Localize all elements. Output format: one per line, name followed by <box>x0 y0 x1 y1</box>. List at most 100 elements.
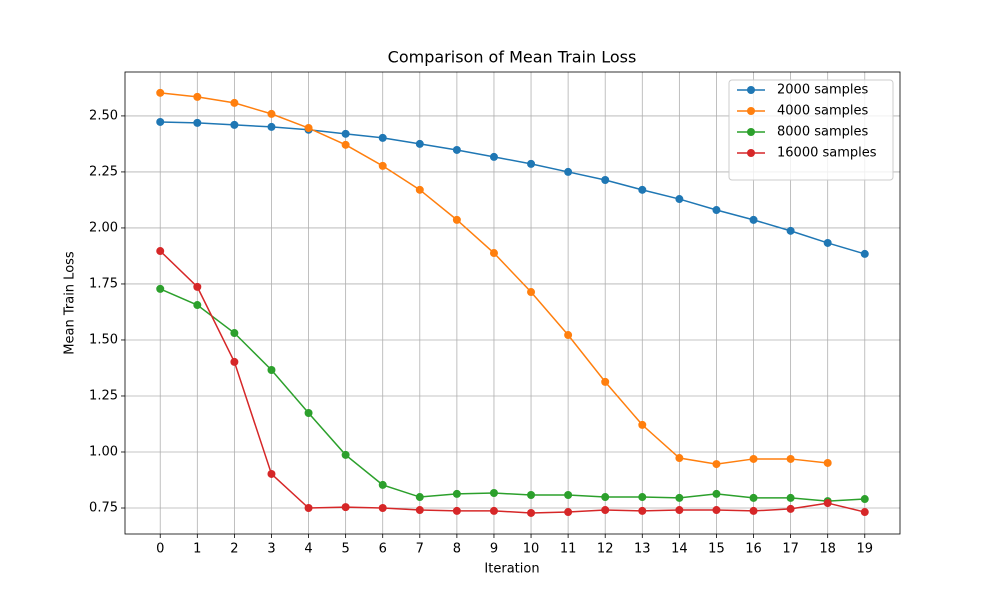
point <box>712 489 721 498</box>
point <box>675 454 684 463</box>
y-tick-label: 2.50 <box>89 108 118 123</box>
y-axis-label: Mean Train Loss <box>63 251 78 355</box>
point <box>341 450 350 459</box>
point <box>230 357 239 366</box>
legend-marker <box>747 86 755 94</box>
chart-title: Comparison of Mean Train Loss <box>388 48 637 67</box>
point <box>823 458 832 467</box>
y-tick-label: 1.00 <box>89 444 118 459</box>
grid <box>125 72 900 534</box>
point <box>341 129 350 138</box>
point <box>156 88 165 97</box>
point <box>638 420 647 429</box>
point <box>304 124 313 133</box>
point <box>527 159 536 168</box>
point <box>749 493 758 502</box>
legend-label: 8000 samples <box>777 125 868 140</box>
x-tick-label: 0 <box>156 542 164 557</box>
point <box>527 491 536 500</box>
x-tick-label: 6 <box>379 542 387 557</box>
point <box>267 122 276 131</box>
point <box>193 282 202 291</box>
plot-frame <box>124 71 901 535</box>
point <box>489 152 498 161</box>
legend-label: 2000 samples <box>777 83 868 98</box>
point <box>378 480 387 489</box>
legend: 2000 samples 4000 samples 8000 samples 1600… <box>728 79 894 181</box>
x-tick-label: 11 <box>560 542 577 557</box>
point <box>786 226 795 235</box>
point <box>304 504 313 513</box>
x-tick-label: 7 <box>416 542 424 557</box>
point <box>601 493 610 502</box>
point <box>564 167 573 176</box>
point <box>489 249 498 258</box>
point <box>230 120 239 129</box>
point <box>675 506 684 515</box>
y-tick-label: 1.25 <box>89 388 118 403</box>
point <box>193 92 202 101</box>
x-tick-label: 4 <box>304 542 312 557</box>
point <box>638 185 647 194</box>
x-tick-label: 3 <box>267 542 275 557</box>
x-tick-label: 19 <box>856 542 873 557</box>
point <box>156 117 165 126</box>
point <box>230 329 239 338</box>
x-tick-label: 15 <box>708 542 725 557</box>
point <box>601 175 610 184</box>
point <box>601 377 610 386</box>
point <box>452 489 461 498</box>
point <box>193 118 202 127</box>
point <box>749 454 758 463</box>
point <box>712 460 721 469</box>
point <box>786 454 795 463</box>
legend-box <box>728 79 894 181</box>
x-tick-label: 1 <box>193 542 201 557</box>
series-line <box>159 250 865 514</box>
point <box>786 493 795 502</box>
point <box>452 145 461 154</box>
point <box>749 506 758 515</box>
point <box>638 493 647 502</box>
point <box>378 161 387 170</box>
point <box>860 495 869 504</box>
point <box>156 247 165 256</box>
point <box>415 185 424 194</box>
x-tick-label: 17 <box>782 542 799 557</box>
legend-marker <box>747 107 755 115</box>
point <box>675 493 684 502</box>
point <box>378 504 387 513</box>
legend-marker <box>747 128 755 136</box>
x-axis-label: Iteration <box>484 562 539 577</box>
point <box>527 288 536 297</box>
legend-label: 4000 samples <box>777 104 868 119</box>
y-tick-label: 1.75 <box>89 276 118 291</box>
x-tick-label: 16 <box>745 542 762 557</box>
point <box>267 365 276 374</box>
point <box>712 206 721 215</box>
y-tick-label: 2.00 <box>89 220 118 235</box>
point <box>415 506 424 515</box>
point <box>675 195 684 204</box>
x-tick-label: 10 <box>523 542 540 557</box>
series-line <box>159 288 865 502</box>
x-tick-label: 9 <box>490 542 498 557</box>
point <box>156 284 165 293</box>
point <box>749 215 758 224</box>
legend-label: 16000 samples <box>777 146 877 161</box>
x-tick-label: 8 <box>453 542 461 557</box>
point <box>415 493 424 502</box>
x-tick-label: 13 <box>634 542 651 557</box>
x-tick-label: 5 <box>341 542 349 557</box>
point <box>860 508 869 517</box>
point <box>564 491 573 500</box>
point <box>527 508 536 517</box>
x-tick-label: 2 <box>230 542 238 557</box>
point <box>601 506 610 515</box>
point <box>489 488 498 497</box>
y-tick-label: 1.50 <box>89 332 118 347</box>
point <box>267 109 276 118</box>
point <box>489 506 498 515</box>
